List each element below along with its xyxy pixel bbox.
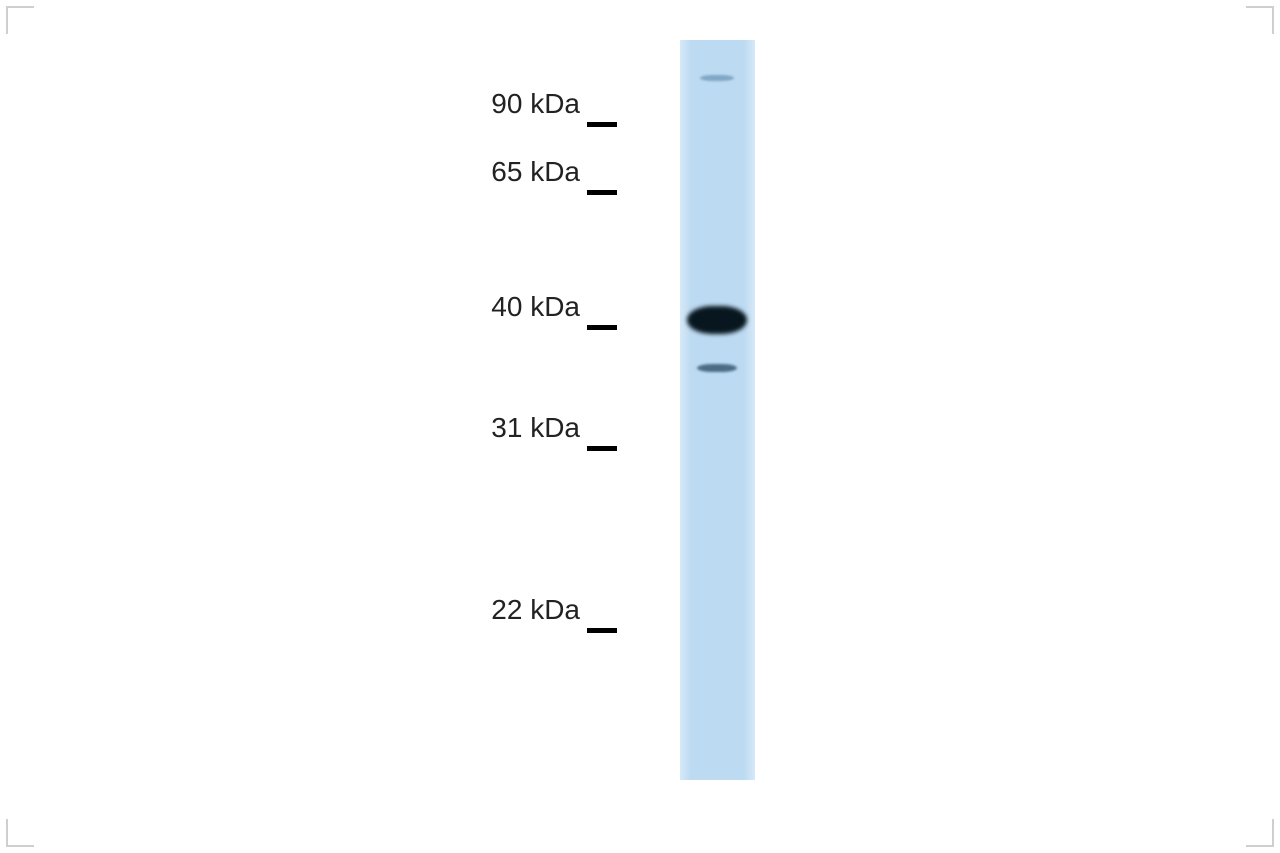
blot-band-0	[687, 306, 747, 334]
corner-br-h	[1246, 845, 1274, 847]
mw-marker-tick-0	[587, 122, 617, 127]
mw-marker-label-3: 31 kDa	[460, 412, 580, 444]
mw-marker-tick-4	[587, 628, 617, 633]
corner-tr-v	[1272, 6, 1274, 34]
corner-tr-h	[1246, 6, 1274, 8]
mw-marker-label-1: 65 kDa	[460, 156, 580, 188]
mw-marker-label-0: 90 kDa	[460, 88, 580, 120]
blot-band-2	[700, 75, 734, 81]
western-blot-figure: 90 kDa 65 kDa 40 kDa 31 kDa 22 kDa	[0, 0, 1280, 853]
corner-br-v	[1272, 819, 1274, 847]
corner-bl-v	[6, 819, 8, 847]
corner-tl-v	[6, 6, 8, 34]
corner-bl-h	[6, 845, 34, 847]
blot-lane	[680, 40, 755, 780]
mw-marker-label-2: 40 kDa	[460, 291, 580, 323]
corner-tl-h	[6, 6, 34, 8]
mw-marker-tick-2	[587, 325, 617, 330]
mw-marker-tick-3	[587, 446, 617, 451]
blot-band-1	[697, 364, 737, 372]
mw-marker-tick-1	[587, 190, 617, 195]
mw-marker-label-4: 22 kDa	[460, 594, 580, 626]
